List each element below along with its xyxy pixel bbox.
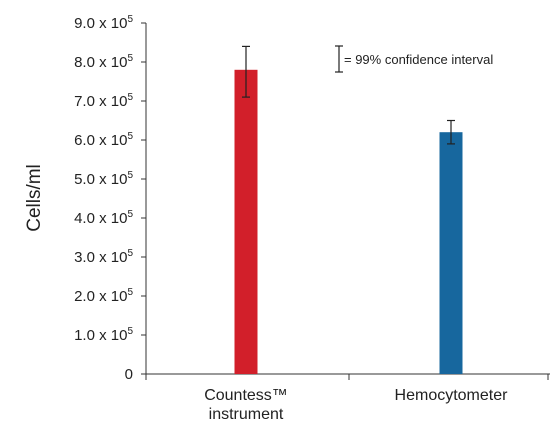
y-tick-label: 8.0 x 105 — [74, 53, 133, 71]
y-tick-exponent: 5 — [127, 170, 133, 181]
y-tick-mantissa: 5.0 x 10 — [74, 171, 127, 188]
y-tick-mantissa: 4.0 x 10 — [74, 210, 127, 227]
y-tick-label: 2.0 x 105 — [74, 287, 133, 305]
y-tick-exponent: 5 — [127, 209, 133, 220]
y-tick-label: 0 — [125, 366, 133, 383]
y-tick-mantissa: 7.0 x 10 — [74, 93, 127, 110]
x-category-label: Countess™ — [204, 387, 288, 404]
y-axis-label: Cells/ml — [24, 164, 45, 232]
y-tick-mantissa: 8.0 x 10 — [74, 54, 127, 71]
y-tick-exponent: 5 — [127, 53, 133, 64]
y-tick-label: 4.0 x 105 — [74, 209, 133, 227]
y-tick-exponent: 5 — [127, 131, 133, 142]
bar-0 — [234, 69, 258, 375]
y-tick-label: 1.0 x 105 — [74, 326, 133, 344]
y-tick-mantissa: 6.0 x 10 — [74, 132, 127, 149]
legend-label: = 99% confidence interval — [344, 52, 493, 67]
y-tick-exponent: 5 — [127, 92, 133, 103]
y-tick-exponent: 5 — [127, 287, 133, 298]
y-tick-label: 7.0 x 105 — [74, 92, 133, 110]
y-tick-label: 9.0 x 105 — [74, 14, 133, 32]
x-category-label: instrument — [209, 406, 284, 422]
y-tick-mantissa: 1.0 x 10 — [74, 327, 127, 344]
y-tick-mantissa: 9.0 x 10 — [74, 15, 127, 32]
y-tick-label: 5.0 x 105 — [74, 170, 133, 188]
y-tick-mantissa: 2.0 x 10 — [74, 288, 127, 305]
y-tick-exponent: 5 — [127, 248, 133, 259]
y-tick-mantissa: 0 — [125, 366, 133, 383]
y-tick-mantissa: 3.0 x 10 — [74, 249, 127, 266]
bar-1 — [439, 132, 463, 374]
y-tick-exponent: 5 — [127, 326, 133, 337]
x-category-label: Hemocytometer — [395, 387, 509, 404]
y-tick-label: 6.0 x 105 — [74, 131, 133, 149]
y-tick-label: 3.0 x 105 — [74, 248, 133, 266]
y-tick-exponent: 5 — [127, 14, 133, 25]
